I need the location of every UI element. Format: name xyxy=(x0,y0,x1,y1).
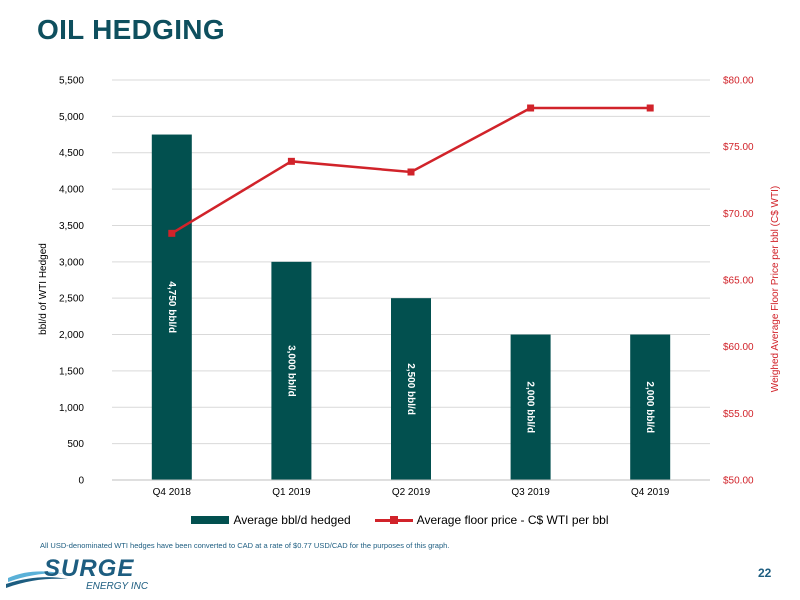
x-tick-label: Q4 2018 xyxy=(153,487,192,498)
legend-swatch-line xyxy=(374,515,413,525)
y-right-ticks: $50.00 $55.00 $60.00 $65.00 $70.00 $75.00 $80.… xyxy=(723,76,754,487)
y-left-ticks: 0 500 1,000 1,500 2,000 2,500 3,000 3,500 4,000 4… xyxy=(59,76,84,487)
bar-data-label: 3,000 bbl/d xyxy=(285,345,296,397)
page-title: OIL HEDGING xyxy=(37,14,225,45)
price-point xyxy=(287,157,295,165)
price-point xyxy=(168,229,176,237)
y-left-tick-label: 2,000 xyxy=(59,330,84,341)
y-left-tick-label: 0 xyxy=(78,476,84,487)
legend-label-line: Average floor price - C$ WTI per bbl xyxy=(416,513,609,527)
x-tick-label: Q2 2019 xyxy=(392,487,431,498)
y-left-tick-label: 500 xyxy=(67,439,84,450)
y-left-tick-label: 1,000 xyxy=(59,403,84,414)
legend-item-bars: Average bbl/d hedged xyxy=(191,513,351,527)
y-right-tick-label: $75.00 xyxy=(723,142,754,153)
x-ticks: Q4 2018 Q1 2019 Q2 2019 Q3 2019 Q4 2019 xyxy=(153,487,670,498)
y-axis-label-left: bbl/d of WTI Hedged xyxy=(38,243,49,335)
price-point xyxy=(407,168,415,176)
y-left-tick-label: 4,000 xyxy=(59,185,84,196)
y-right-tick-label: $55.00 xyxy=(723,409,754,420)
bar-data-label: 2,000 bbl/d xyxy=(525,381,536,433)
legend-label-bars: Average bbl/d hedged xyxy=(233,513,351,527)
bar-data-label: 2,000 bbl/d xyxy=(644,381,655,433)
price-point xyxy=(646,104,654,112)
bar-data-label: 2,500 bbl/d xyxy=(405,363,416,415)
logo-swoosh-icon xyxy=(8,571,66,582)
logo-name: SURGE xyxy=(44,555,134,582)
y-right-tick-label: $80.00 xyxy=(723,76,754,87)
price-line xyxy=(168,104,654,237)
bar-data-label: 4,750 bbl/d xyxy=(166,281,177,333)
legend-swatch-bar xyxy=(191,516,230,524)
page-number: 22 xyxy=(758,566,772,580)
y-right-tick-label: $50.00 xyxy=(723,476,754,487)
bar xyxy=(271,261,312,480)
legend: Average bbl/d hedged Average floor price… xyxy=(0,513,800,527)
x-tick-label: Q3 2019 xyxy=(511,487,550,498)
x-tick-label: Q4 2019 xyxy=(631,487,670,498)
logo-subtitle: ENERGY INC xyxy=(86,581,149,592)
price-point xyxy=(527,104,535,112)
y-right-tick-label: $65.00 xyxy=(723,276,754,287)
y-axis-label-right: Weighed Average Floor Price per bbl (C$ … xyxy=(770,186,781,392)
footnote: All USD-denominated WTI hedges have been… xyxy=(40,541,450,550)
y-left-tick-label: 3,500 xyxy=(59,221,84,232)
bar xyxy=(391,298,431,480)
legend-item-line: Average floor price - C$ WTI per bbl xyxy=(374,513,609,527)
bars xyxy=(151,134,671,480)
x-tick-label: Q1 2019 xyxy=(272,487,311,498)
surge-logo: SURGE ENERGY INC xyxy=(6,555,149,592)
y-left-tick-label: 2,500 xyxy=(59,294,84,305)
bar-labels: 4,750 bbl/d 3,000 bbl/d 2,500 bbl/d 2,000 b… xyxy=(166,281,655,433)
y-left-tick-label: 4,500 xyxy=(59,148,84,159)
y-left-tick-label: 3,000 xyxy=(59,257,84,268)
bar xyxy=(630,334,671,480)
y-left-tick-label: 5,000 xyxy=(59,112,84,123)
bar xyxy=(151,134,192,480)
y-right-tick-label: $60.00 xyxy=(723,342,754,353)
y-left-tick-label: 1,500 xyxy=(59,366,84,377)
y-right-tick-label: $70.00 xyxy=(723,209,754,220)
y-left-tick-label: 5,500 xyxy=(59,76,84,87)
bar xyxy=(510,334,551,480)
